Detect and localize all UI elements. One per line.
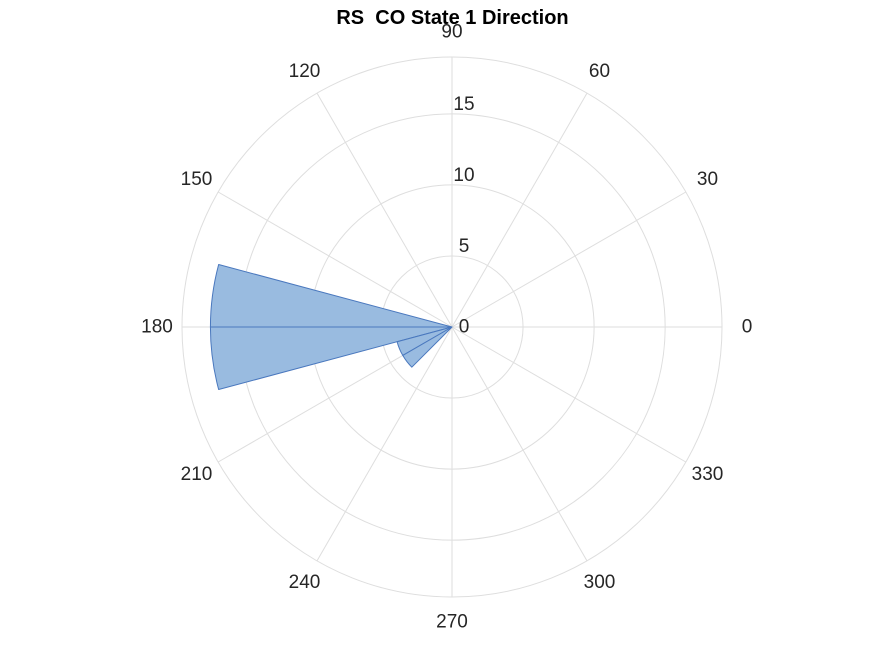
label-layer: 0 30 60 90 120 150 180 210 240 270 300 330 0 5 10 15 bbox=[141, 22, 752, 633]
chart-title: RS CO State 1 Direction bbox=[336, 7, 569, 29]
angular-grid-spoke bbox=[451, 92, 588, 328]
angular-grid-spoke bbox=[451, 326, 687, 463]
angular-grid-spoke bbox=[451, 326, 588, 562]
angle-tick-label: 120 bbox=[289, 61, 321, 82]
radial-tick-label: 10 bbox=[453, 165, 474, 186]
angular-grid-spoke bbox=[451, 191, 687, 328]
angular-grid-spoke bbox=[217, 191, 453, 328]
angle-tick-label: 0 bbox=[742, 317, 753, 338]
angle-tick-label: 270 bbox=[436, 612, 468, 633]
angle-tick-label: 90 bbox=[441, 22, 462, 43]
angular-grid-spoke bbox=[316, 326, 453, 562]
angle-tick-label: 240 bbox=[289, 572, 321, 593]
radial-tick-label: 0 bbox=[459, 317, 470, 338]
angle-tick-label: 180 bbox=[141, 317, 173, 338]
radial-tick-label: 15 bbox=[453, 94, 474, 115]
angle-tick-label: 60 bbox=[589, 61, 610, 82]
angle-tick-label: 30 bbox=[697, 169, 718, 190]
bar-layer bbox=[209, 263, 453, 391]
angle-tick-label: 330 bbox=[692, 464, 724, 485]
histogram-bar bbox=[209, 263, 453, 328]
radial-tick-label: 5 bbox=[459, 236, 470, 257]
angle-tick-label: 150 bbox=[181, 169, 213, 190]
angular-grid-spoke bbox=[316, 92, 453, 328]
histogram-bar bbox=[209, 326, 453, 391]
grid-layer bbox=[181, 56, 723, 598]
angle-tick-label: 300 bbox=[584, 572, 616, 593]
angle-tick-label: 210 bbox=[181, 464, 213, 485]
histogram-bar bbox=[402, 326, 453, 368]
